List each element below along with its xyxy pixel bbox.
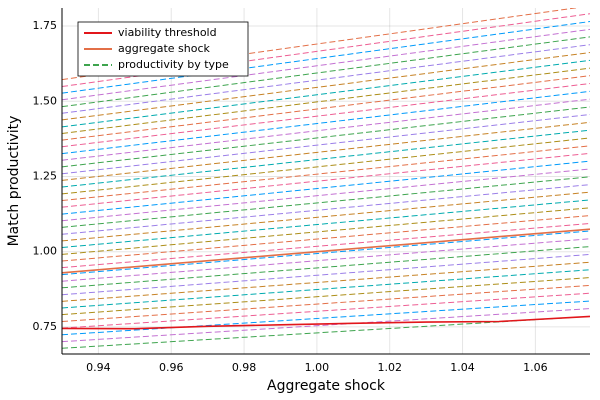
type-line	[62, 13, 590, 88]
type-line	[62, 184, 590, 235]
type-line	[62, 168, 590, 222]
type-line	[62, 8, 579, 81]
x-axis-label: Aggregate shock	[267, 378, 386, 394]
type-line	[62, 246, 590, 289]
type-line	[62, 114, 590, 175]
series-line	[62, 315, 590, 330]
type-line	[62, 137, 590, 195]
type-line	[62, 176, 590, 228]
legend-label: productivity by type	[118, 58, 229, 71]
type-line	[62, 308, 590, 343]
type-line	[62, 215, 590, 262]
type-line	[62, 277, 590, 316]
x-tick-label: 1.04	[450, 361, 475, 374]
x-tick-label: 0.96	[159, 361, 184, 374]
type-line	[62, 145, 590, 202]
type-line	[62, 28, 590, 101]
type-line	[62, 253, 590, 296]
type-line	[62, 21, 590, 94]
type-line	[62, 52, 590, 121]
y-tick-label: 0.75	[33, 320, 58, 333]
type-line	[62, 238, 590, 282]
type-line	[62, 90, 590, 155]
type-line	[62, 75, 590, 141]
type-line	[62, 261, 590, 302]
type-line	[62, 315, 590, 349]
type-line	[62, 160, 590, 215]
plot-area	[62, 8, 590, 349]
type-line	[62, 36, 590, 108]
x-tick-label: 0.94	[86, 361, 111, 374]
type-line	[62, 59, 590, 128]
type-line	[62, 67, 590, 134]
x-tick-label: 1.06	[523, 361, 548, 374]
type-line	[62, 152, 590, 208]
type-line	[62, 106, 590, 168]
type-line	[62, 222, 590, 269]
type-line	[62, 284, 590, 323]
y-tick-label: 1.75	[33, 19, 58, 32]
type-line	[62, 83, 590, 148]
type-line	[62, 292, 590, 329]
legend-label: viability threshold	[118, 26, 217, 39]
type-line	[62, 230, 590, 276]
y-tick-label: 1.00	[33, 245, 58, 258]
y-axis-label: Match productivity	[6, 116, 22, 247]
type-line	[62, 129, 590, 188]
type-line	[62, 300, 590, 336]
x-tick-label: 1.00	[305, 361, 330, 374]
type-line	[62, 44, 590, 114]
type-line	[62, 121, 590, 181]
type-line	[62, 191, 590, 242]
type-line	[62, 98, 590, 161]
legend-label: aggregate shock	[118, 42, 211, 55]
y-tick-label: 1.50	[33, 94, 58, 107]
x-tick-label: 1.02	[377, 361, 402, 374]
type-line	[62, 207, 590, 255]
y-tick-label: 1.25	[33, 169, 58, 182]
type-line	[62, 269, 590, 309]
type-line	[62, 199, 590, 248]
x-tick-label: 0.98	[232, 361, 257, 374]
series-line	[62, 228, 590, 274]
